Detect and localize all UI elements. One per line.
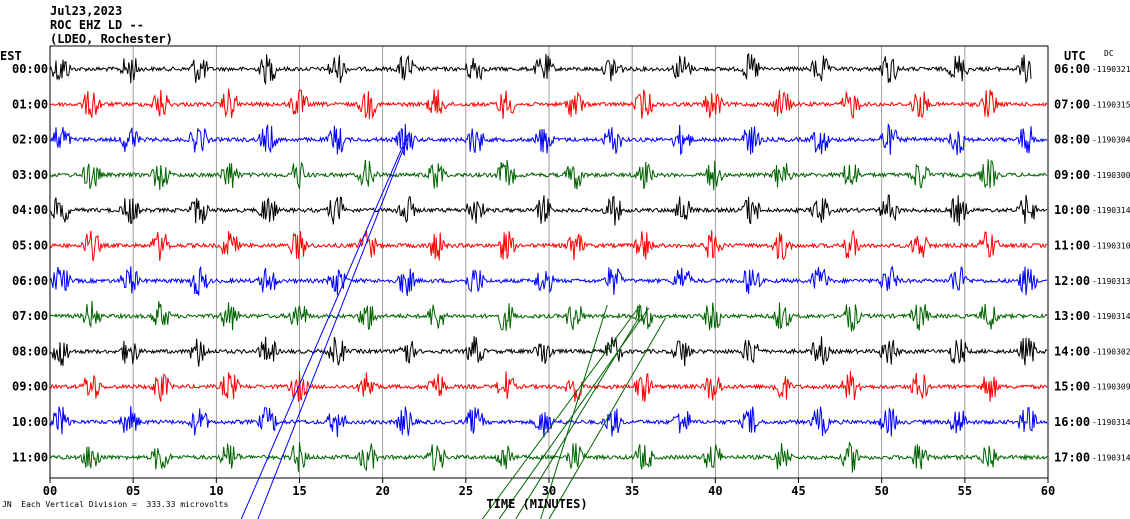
x-tick-label: 60 <box>1041 484 1055 498</box>
row-code-label: -1190302 <box>1092 347 1130 356</box>
diagonal-trace <box>482 304 641 519</box>
axis-labels: 00 05 10 15 20 25 30 35 40 45 50 55 60 TIME (MINUTES)… <box>0 49 1130 511</box>
x-tick-label: 35 <box>625 484 639 498</box>
row-utc-label: 06:00 <box>1054 62 1090 76</box>
diagonal-trace <box>515 314 641 519</box>
chart-date: Jul23,2023 <box>50 4 123 18</box>
row-est-label: 11:00 <box>12 450 48 464</box>
row-code-label: -1190300 <box>1092 171 1130 180</box>
seismic-trace <box>49 265 1048 296</box>
seismic-trace <box>49 370 1048 403</box>
diagonal-trace <box>548 317 666 519</box>
row-code-label: -1190314 <box>1092 312 1130 321</box>
grid-lines <box>49 45 1049 479</box>
row-code-label: -1190314 <box>1092 453 1130 462</box>
network-name: (LDEO, Rochester) <box>50 32 173 46</box>
x-tick-label: 10 <box>209 484 223 498</box>
row-est-label: 03:00 <box>12 168 48 182</box>
seismic-trace <box>49 230 1048 262</box>
row-utc-label: 16:00 <box>1054 415 1090 429</box>
row-est-label: 07:00 <box>12 309 48 323</box>
row-utc-label: 08:00 <box>1054 133 1090 147</box>
row-code-label: -1190314 <box>1092 206 1130 215</box>
x-tick-label: 05 <box>126 484 140 498</box>
row-utc-label: 11:00 <box>1054 239 1090 253</box>
x-tick-label: 15 <box>292 484 306 498</box>
right-top-code: DC <box>1104 49 1114 58</box>
right-timezone-label: UTC <box>1064 49 1086 63</box>
x-tick-label: 50 <box>874 484 888 498</box>
left-timezone-label: EST <box>0 49 22 63</box>
footer-note: JN Each Vertical Division = 333.33 micro… <box>2 500 228 509</box>
row-est-label: 00:00 <box>12 62 48 76</box>
row-utc-label: 17:00 <box>1054 450 1090 464</box>
x-tick-label: 00 <box>43 484 57 498</box>
row-code-label: -1190321 <box>1092 65 1130 74</box>
seismic-trace <box>49 300 1048 332</box>
station-id: ROC EHZ LD -- <box>50 18 144 32</box>
row-est-label: 02:00 <box>12 133 48 147</box>
x-tick-label: 40 <box>708 484 722 498</box>
row-utc-label: 09:00 <box>1054 168 1090 182</box>
row-est-label: 09:00 <box>12 380 48 394</box>
x-tick-label: 55 <box>958 484 972 498</box>
row-est-label: 06:00 <box>12 274 48 288</box>
row-utc-label: 14:00 <box>1054 344 1090 358</box>
seismic-trace <box>49 193 1048 227</box>
row-est-label: 08:00 <box>12 344 48 358</box>
seismic-trace <box>49 441 1048 473</box>
row-utc-label: 07:00 <box>1054 97 1090 111</box>
row-code-label: -1190309 <box>1092 383 1130 392</box>
seismic-trace <box>49 123 1048 157</box>
seismic-trace <box>49 159 1048 191</box>
seismic-trace <box>49 406 1048 438</box>
row-utc-label: 15:00 <box>1054 380 1090 394</box>
seismic-trace <box>49 52 1032 86</box>
row-est-label: 04:00 <box>12 203 48 217</box>
scale-note: Each Vertical Division = 333.33 microvol… <box>21 500 229 509</box>
row-utc-label: 13:00 <box>1054 309 1090 323</box>
row-est-label: 01:00 <box>12 97 48 111</box>
diagonal-trace <box>257 137 409 519</box>
row-est-label: 05:00 <box>12 239 48 253</box>
diagonal-trace <box>540 304 608 519</box>
x-tick-label: 20 <box>375 484 389 498</box>
row-est-label: 10:00 <box>12 415 48 429</box>
row-code-label: -1190313 <box>1092 277 1130 286</box>
row-utc-label: 10:00 <box>1054 203 1090 217</box>
x-axis-label: TIME (MINUTES) <box>486 497 587 511</box>
row-code-label: -1190304 <box>1092 136 1130 145</box>
x-tick-label: 30 <box>542 484 556 498</box>
seismic-trace <box>49 88 1048 120</box>
seismic-trace <box>49 335 1048 367</box>
x-tick-label: 25 <box>459 484 473 498</box>
seismic-traces <box>49 52 1048 519</box>
footer-mark: JN <box>2 500 12 509</box>
diagonal-trace <box>240 134 409 519</box>
row-code-label: -1190310 <box>1092 242 1130 251</box>
row-utc-label: 12:00 <box>1054 274 1090 288</box>
row-code-label: -1190315 <box>1092 100 1130 109</box>
row-code-label: -1190314 <box>1092 418 1130 427</box>
x-tick-label: 45 <box>791 484 805 498</box>
